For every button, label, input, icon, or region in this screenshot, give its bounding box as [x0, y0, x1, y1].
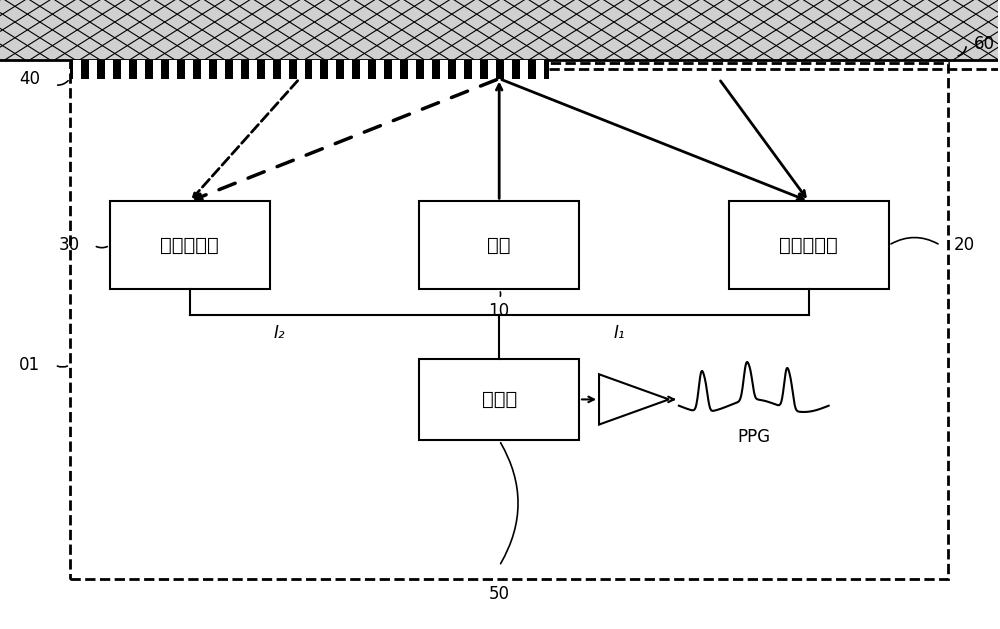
Bar	[185, 60, 193, 79]
Bar	[328, 60, 336, 79]
Bar	[73, 60, 81, 79]
Bar	[121, 60, 129, 79]
Bar	[729, 201, 889, 289]
Bar	[70, 60, 549, 79]
Bar	[89, 60, 97, 79]
Text: 30: 30	[59, 237, 80, 254]
Text: 01: 01	[19, 356, 40, 374]
Bar	[249, 60, 257, 79]
Bar	[233, 60, 241, 79]
Bar	[408, 60, 416, 79]
Bar	[520, 60, 528, 79]
Bar	[169, 60, 177, 79]
Bar	[265, 60, 273, 79]
Text: 第一接收器: 第一接收器	[779, 236, 838, 255]
Text: I₂: I₂	[274, 325, 285, 342]
Bar	[360, 60, 368, 79]
Text: 第二接收器: 第二接收器	[160, 236, 219, 255]
Bar	[456, 60, 464, 79]
Bar	[137, 60, 145, 79]
Bar	[312, 60, 320, 79]
Bar	[70, 63, 948, 579]
Text: 60: 60	[973, 35, 994, 53]
Text: 光源: 光源	[487, 236, 511, 255]
Text: 10: 10	[489, 302, 510, 320]
Bar	[217, 60, 225, 79]
Bar	[419, 201, 579, 289]
Text: 40: 40	[19, 70, 40, 87]
Text: I₁: I₁	[613, 325, 625, 342]
Text: 20: 20	[953, 237, 975, 254]
Bar	[392, 60, 400, 79]
Bar	[424, 60, 432, 79]
Bar	[201, 60, 209, 79]
Bar	[105, 60, 113, 79]
Bar	[110, 201, 270, 289]
Bar	[504, 60, 512, 79]
Bar	[488, 60, 496, 79]
Bar	[536, 60, 544, 79]
Text: PPG: PPG	[737, 428, 770, 446]
Bar	[472, 60, 480, 79]
Polygon shape	[599, 374, 669, 425]
Bar	[419, 359, 579, 440]
Bar	[376, 60, 384, 79]
Bar	[344, 60, 352, 79]
Text: 处理器: 处理器	[482, 390, 517, 409]
Bar	[297, 60, 305, 79]
Bar	[440, 60, 448, 79]
Bar	[281, 60, 289, 79]
Text: 50: 50	[489, 586, 510, 603]
Bar	[0, 0, 998, 60]
Bar	[153, 60, 161, 79]
